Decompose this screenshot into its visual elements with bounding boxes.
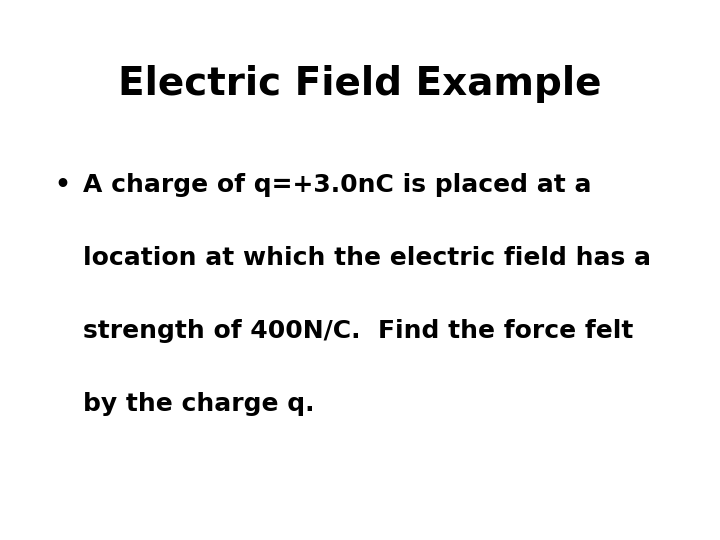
Text: •: • bbox=[54, 173, 70, 197]
Text: by the charge q.: by the charge q. bbox=[83, 392, 315, 415]
Text: Electric Field Example: Electric Field Example bbox=[118, 65, 602, 103]
Text: strength of 400N/C.  Find the force felt: strength of 400N/C. Find the force felt bbox=[83, 319, 633, 342]
Text: A charge of q=+3.0nC is placed at a: A charge of q=+3.0nC is placed at a bbox=[83, 173, 591, 197]
Text: location at which the electric field has a: location at which the electric field has… bbox=[83, 246, 651, 269]
